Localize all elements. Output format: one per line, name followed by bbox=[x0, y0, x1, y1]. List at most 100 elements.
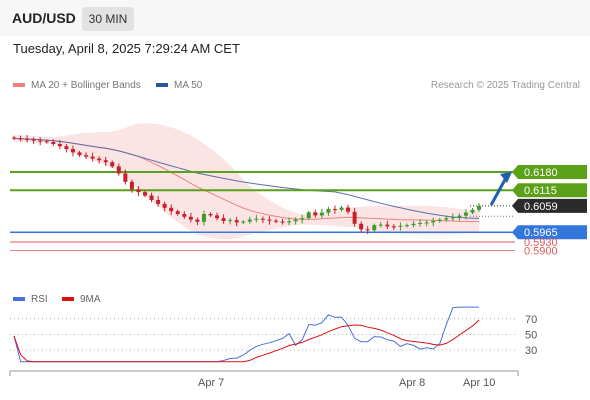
candle-body bbox=[77, 152, 82, 156]
candle-body bbox=[103, 160, 108, 163]
legend-rsi-ma: 9MA bbox=[62, 294, 101, 305]
candle-body bbox=[378, 224, 383, 226]
x-label-apr7: Apr 7 bbox=[198, 377, 225, 389]
candle-body bbox=[477, 205, 482, 210]
level-label-target1-box bbox=[512, 183, 587, 198]
candle-body bbox=[306, 212, 311, 219]
candle-body bbox=[385, 224, 390, 227]
candle-body bbox=[84, 155, 89, 157]
candle-body bbox=[431, 221, 436, 223]
candle-body bbox=[149, 195, 154, 200]
candle-body bbox=[175, 211, 180, 214]
rsi-level-label: 30 bbox=[525, 345, 537, 357]
timestamp: Tuesday, April 8, 2025 7:29:24 AM CET bbox=[13, 41, 240, 56]
bollinger-band bbox=[14, 123, 480, 240]
interval-button[interactable]: 30 MIN bbox=[82, 7, 134, 31]
candle-body bbox=[274, 220, 278, 222]
candle-body bbox=[90, 156, 95, 159]
rsi-ma-line bbox=[13, 319, 480, 363]
legend-rsi: RSI bbox=[13, 294, 48, 305]
candle-body bbox=[424, 222, 429, 224]
bollinger-swatch bbox=[13, 83, 25, 88]
candle-body bbox=[208, 214, 213, 216]
candle-body bbox=[470, 209, 475, 213]
candle-body bbox=[293, 219, 298, 222]
candle-body bbox=[398, 225, 403, 227]
legend-bollinger: MA 20 + Bollinger Bands bbox=[13, 80, 141, 91]
candle-body bbox=[300, 218, 305, 220]
level-label-support2: 0.5900 bbox=[524, 245, 558, 257]
candle-body bbox=[332, 208, 337, 210]
candle-body bbox=[339, 207, 344, 210]
legend-rsi-label: RSI bbox=[31, 294, 48, 305]
level-label-support1: 0.5930 bbox=[524, 237, 558, 249]
candle-body bbox=[201, 214, 206, 222]
candle-body bbox=[18, 138, 23, 140]
candle-body bbox=[372, 225, 377, 231]
candle-body bbox=[70, 149, 75, 153]
ma50-line bbox=[13, 137, 480, 219]
candle-body bbox=[391, 226, 396, 228]
candle-body bbox=[215, 215, 220, 219]
candle-body bbox=[241, 221, 246, 223]
candle-body bbox=[228, 220, 233, 222]
candle-body bbox=[123, 173, 128, 182]
candle-body bbox=[64, 146, 69, 150]
candle-body bbox=[313, 212, 318, 216]
candle-body bbox=[182, 214, 187, 217]
candle-body bbox=[359, 223, 364, 230]
x-label-apr8: Apr 8 bbox=[399, 377, 426, 389]
candle-body bbox=[405, 225, 409, 227]
candle-body bbox=[25, 138, 30, 140]
level-label-current: 0.6059 bbox=[524, 201, 558, 213]
candle-body bbox=[444, 218, 449, 220]
level-label-target2-box bbox=[512, 165, 587, 179]
level-label-target1: 0.6115 bbox=[524, 185, 557, 197]
legend-rsi-ma-label: 9MA bbox=[80, 294, 101, 305]
candle-body bbox=[221, 218, 226, 221]
candle-body bbox=[267, 219, 272, 221]
candle-body bbox=[260, 218, 265, 220]
candle-body bbox=[254, 218, 259, 220]
candle-body bbox=[188, 216, 193, 220]
rsi-swatch bbox=[13, 297, 25, 302]
forecast-arrow-head bbox=[500, 172, 512, 183]
candle-body bbox=[346, 207, 351, 212]
level-label-target2: 0.6180 bbox=[524, 167, 558, 179]
research-credit: Research © 2025 Trading Central bbox=[430, 80, 580, 91]
candle-body bbox=[247, 219, 252, 222]
candle-body bbox=[156, 200, 161, 204]
candle-body bbox=[450, 217, 455, 219]
candle-body bbox=[136, 189, 141, 193]
candle-body bbox=[195, 219, 200, 222]
candle-body bbox=[457, 215, 462, 218]
forecast-arrow bbox=[489, 175, 509, 206]
level-label-pivot-box bbox=[512, 225, 587, 240]
candle-body bbox=[287, 221, 292, 223]
candle-body bbox=[280, 221, 285, 223]
rsi-level-label: 50 bbox=[525, 329, 537, 341]
candle-body bbox=[169, 207, 174, 212]
candle-body bbox=[44, 141, 49, 143]
candle-body bbox=[31, 139, 36, 141]
candle-body bbox=[51, 142, 56, 144]
candle-body bbox=[129, 181, 134, 190]
x-label-apr10: Apr 10 bbox=[463, 377, 496, 389]
legend-ma50: MA 50 bbox=[156, 80, 202, 91]
candle-body bbox=[365, 229, 370, 231]
ma50-swatch bbox=[156, 83, 168, 88]
candle-body bbox=[38, 140, 43, 142]
candle-body bbox=[418, 222, 423, 224]
candle-body bbox=[352, 211, 357, 224]
candle-body bbox=[326, 208, 331, 213]
candle-body bbox=[319, 212, 324, 216]
candle-body bbox=[234, 220, 239, 223]
candle-body bbox=[116, 166, 121, 174]
legend-ma50-label: MA 50 bbox=[174, 80, 203, 91]
header-bar: AUD/USD 30 MIN bbox=[0, 0, 590, 36]
candle-body bbox=[411, 223, 416, 226]
candle-body bbox=[57, 144, 62, 147]
candle-body bbox=[437, 219, 442, 221]
